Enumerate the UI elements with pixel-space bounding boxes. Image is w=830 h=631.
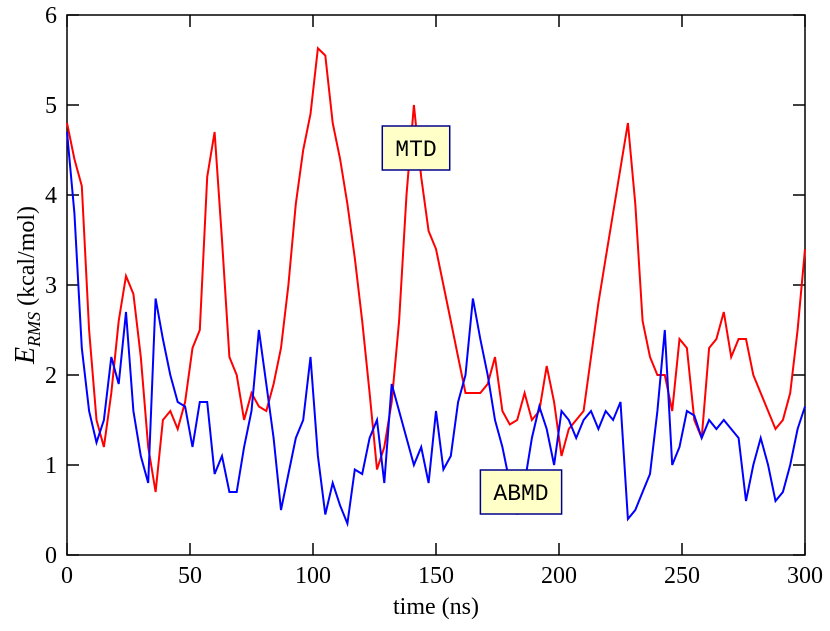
- series-label: MTD: [395, 137, 436, 163]
- y-axis-label: ERMS (kcal/mol): [10, 206, 44, 365]
- y-tick-label: 3: [45, 273, 57, 299]
- x-tick-label: 200: [541, 563, 577, 589]
- x-tick-label: 150: [418, 563, 454, 589]
- y-tick-label: 0: [45, 543, 57, 569]
- y-tick-label: 4: [45, 183, 57, 209]
- y-label-subscript: RMS: [24, 312, 44, 348]
- series-line: [66, 46, 806, 493]
- x-tick-label: 50: [178, 563, 202, 589]
- y-tick-label: 5: [45, 93, 57, 119]
- x-tick-label: 0: [61, 563, 73, 589]
- x-tick-label: 100: [295, 563, 331, 589]
- y-label-unit: (kcal/mol): [14, 206, 40, 306]
- y-tick-label: 2: [45, 363, 57, 389]
- x-tick-label: 250: [664, 563, 700, 589]
- series-label: ABMD: [493, 481, 548, 507]
- y-tick-label: 6: [45, 3, 57, 29]
- plot-frame: [66, 14, 806, 556]
- x-axis-label: time (ns): [393, 594, 479, 620]
- series-label-box: [479, 469, 563, 515]
- series-label-box: [381, 125, 451, 171]
- y-label-symbol: E: [10, 347, 41, 365]
- x-tick-label: 300: [787, 563, 823, 589]
- y-tick-label: 1: [45, 453, 57, 479]
- series-line: [66, 131, 806, 528]
